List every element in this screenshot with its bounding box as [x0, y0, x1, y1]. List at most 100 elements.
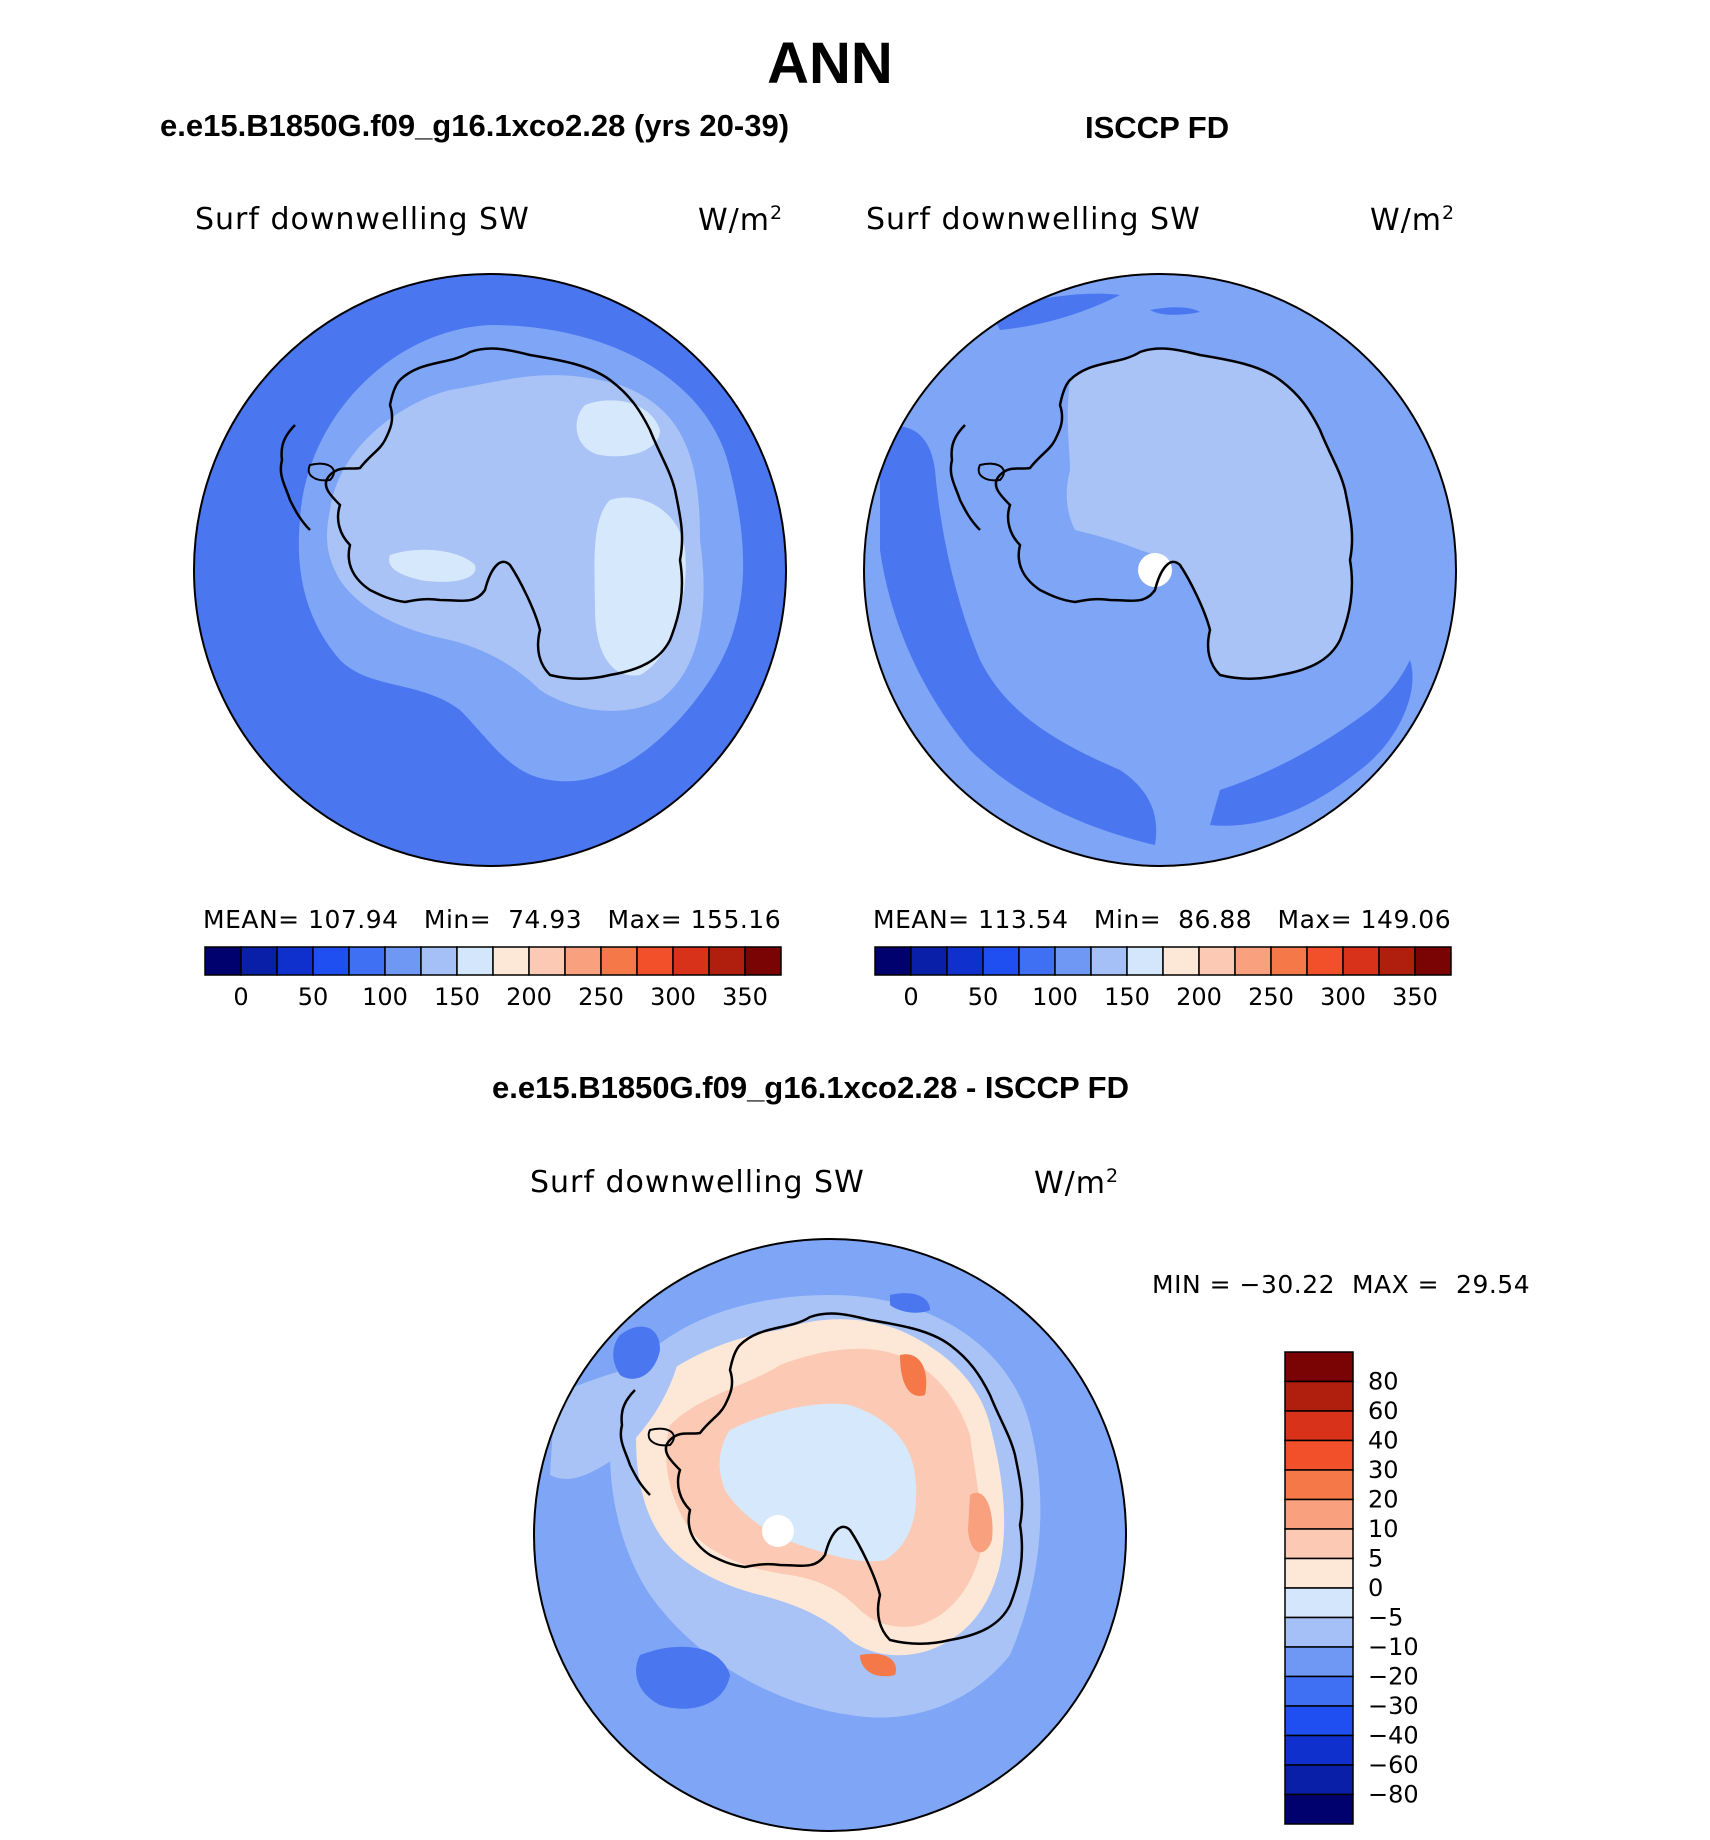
- colorbar-swatch: [1198, 946, 1236, 976]
- colorbar-swatch: [1284, 1793, 1354, 1825]
- model-colorbar: 0 50 100 150 200 250 300 350: [204, 946, 782, 1011]
- colorbar-swatch: [708, 946, 746, 976]
- obs-polar-map: [863, 273, 1457, 867]
- colorbar-tick-label: −80: [1368, 1781, 1419, 1809]
- colorbar-swatch: [312, 946, 350, 976]
- difference-min-max: MIN = −30.22 MAX = 29.54: [1152, 1270, 1531, 1299]
- antarctica-coastline: [324, 347, 684, 680]
- colorbar-swatch: [946, 946, 984, 976]
- difference-panel-title: e.e15.B1850G.f09_g16.1xco2.28 - ISCCP FD: [492, 1070, 1129, 1105]
- pole-hole: [1138, 553, 1172, 587]
- weddell-ice-shelf: [307, 462, 335, 482]
- colorbar-swatch: [1284, 1764, 1354, 1796]
- obs-stats: MEAN= 113.54 Min= 86.88 Max= 149.06: [873, 905, 1452, 934]
- pole-hole: [762, 1515, 794, 1547]
- colorbar-swatch: [564, 946, 602, 976]
- colorbar-tick-label: 250: [578, 983, 624, 1011]
- colorbar-tick-label: 250: [1248, 983, 1294, 1011]
- colorbar-tick-label: 5: [1368, 1545, 1383, 1573]
- colorbar-swatch: [1054, 946, 1092, 976]
- colorbar-swatch: [1284, 1410, 1354, 1442]
- colorbar-tick-label: 10: [1368, 1515, 1399, 1543]
- colorbar-swatch: [1126, 946, 1164, 976]
- colorbar-swatch: [348, 946, 386, 976]
- colorbar-swatch: [204, 946, 242, 976]
- colorbar-tick-label: 80: [1368, 1368, 1399, 1396]
- colorbar-swatch: [874, 946, 912, 976]
- colorbar-swatch: [910, 946, 948, 976]
- antarctica-coastline: [664, 1312, 1024, 1645]
- colorbar-swatch: [1284, 1557, 1354, 1589]
- obs-units-label: W/m2: [1370, 202, 1456, 238]
- colorbar-tick-label: 40: [1368, 1427, 1399, 1455]
- colorbar-tick-label: 300: [1320, 983, 1366, 1011]
- colorbar-tick-label: −5: [1368, 1604, 1403, 1632]
- model-polar-map: [193, 273, 787, 867]
- difference-units-label: W/m2: [1034, 1165, 1120, 1201]
- colorbar-swatch: [1270, 946, 1308, 976]
- model-variable-label: Surf downwelling SW: [195, 202, 530, 237]
- difference-polar-map: [533, 1238, 1127, 1832]
- colorbar-swatch: [1284, 1705, 1354, 1737]
- colorbar-swatch: [456, 946, 494, 976]
- colorbar-tick-label: 350: [1392, 983, 1438, 1011]
- colorbar-tick-label: 150: [434, 983, 480, 1011]
- colorbar-swatch: [1414, 946, 1452, 976]
- colorbar-swatch: [1090, 946, 1128, 976]
- colorbar-tick-label: 100: [362, 983, 408, 1011]
- colorbar-swatch: [1234, 946, 1272, 976]
- colorbar-swatch: [1284, 1380, 1354, 1412]
- colorbar-swatch: [1284, 1469, 1354, 1501]
- colorbar-swatch: [240, 946, 278, 976]
- obs-colorbar: 0 50 100 150 200 250 300 350: [874, 946, 1452, 1011]
- antarctic-peninsula-coastline: [619, 1389, 651, 1496]
- colorbar-swatch: [636, 946, 674, 976]
- difference-variable-label: Surf downwelling SW: [530, 1165, 865, 1200]
- colorbar-swatch: [982, 946, 1020, 976]
- obs-variable-label: Surf downwelling SW: [866, 202, 1201, 237]
- page-title: ANN: [767, 31, 893, 96]
- colorbar-swatch: [1306, 946, 1344, 976]
- colorbar-swatch: [1284, 1646, 1354, 1678]
- colorbar-tick-label: 350: [722, 983, 768, 1011]
- colorbar-swatch: [1018, 946, 1056, 976]
- antarctic-peninsula-coastline: [949, 424, 981, 531]
- colorbar-swatch: [744, 946, 782, 976]
- colorbar-tick-label: 300: [650, 983, 696, 1011]
- colorbar-swatch: [1378, 946, 1416, 976]
- colorbar-swatch: [420, 946, 458, 976]
- colorbar-swatch: [1284, 1528, 1354, 1560]
- colorbar-tick-label: 100: [1032, 983, 1078, 1011]
- diff-negative-patch: [613, 1326, 660, 1379]
- colorbar-tick-label: 50: [968, 983, 999, 1011]
- map-border: [193, 273, 787, 867]
- model-units-label: W/m2: [698, 202, 784, 238]
- colorbar-swatch: [1342, 946, 1380, 976]
- colorbar-swatch: [276, 946, 314, 976]
- colorbar-tick-label: −10: [1368, 1633, 1419, 1661]
- colorbar-swatch: [1284, 1587, 1354, 1619]
- colorbar-swatch: [528, 946, 566, 976]
- colorbar-swatch: [1284, 1351, 1354, 1383]
- obs-panel-title: ISCCP FD: [1085, 110, 1230, 145]
- colorbar-swatch: [672, 946, 710, 976]
- colorbar-tick-label: 200: [506, 983, 552, 1011]
- colorbar-swatch: [1162, 946, 1200, 976]
- antarctic-peninsula-coastline: [279, 424, 311, 531]
- colorbar-tick-label: 0: [233, 983, 248, 1011]
- map-border: [863, 273, 1457, 867]
- colorbar-tick-label: 200: [1176, 983, 1222, 1011]
- weddell-ice-shelf: [647, 1427, 675, 1447]
- colorbar-swatch: [1284, 1616, 1354, 1648]
- map-border: [533, 1238, 1127, 1832]
- obs-plateau: [1066, 348, 1353, 679]
- obs-low-band-east: [1210, 660, 1413, 826]
- colorbar-swatch: [600, 946, 638, 976]
- colorbar-swatch: [1284, 1675, 1354, 1707]
- colorbar-tick-label: 150: [1104, 983, 1150, 1011]
- model-stats: MEAN= 107.94 Min= 74.93 Max= 155.16: [203, 905, 782, 934]
- antarctica-coastline: [994, 347, 1354, 680]
- colorbar-tick-label: 0: [1368, 1574, 1383, 1602]
- colorbar-swatch: [1284, 1734, 1354, 1766]
